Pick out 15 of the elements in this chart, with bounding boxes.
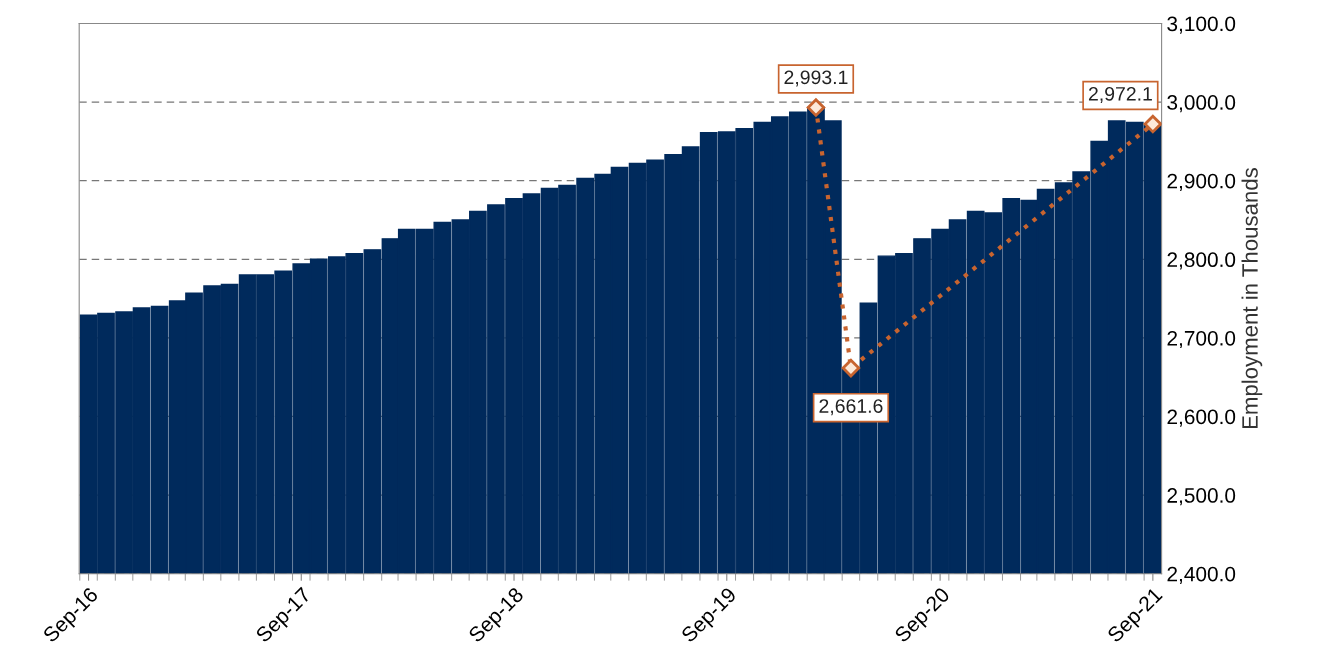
y-axis-title: Employment in Thousands	[1241, 168, 1263, 429]
y-tick-label: 3,100.0	[1167, 16, 1236, 34]
point	[806, 98, 826, 117]
y-tick-label: 2,800.0	[1167, 252, 1236, 270]
data-label: 2,993.1	[784, 70, 848, 87]
y-tick-label: 2,600.0	[1167, 409, 1236, 427]
y-tick-label: 2,400.0	[1167, 566, 1236, 584]
point	[841, 358, 861, 378]
data-label: 2,661.6	[819, 399, 883, 416]
y-tick-label: 2,900.0	[1167, 173, 1236, 191]
y-tick-label: 2,500.0	[1167, 488, 1236, 506]
y-tick-label: 3,000.0	[1167, 95, 1236, 113]
data-label: 2,972.1	[1088, 86, 1152, 104]
y-tick-label: 2,700.0	[1167, 330, 1236, 349]
point	[1143, 114, 1162, 134]
